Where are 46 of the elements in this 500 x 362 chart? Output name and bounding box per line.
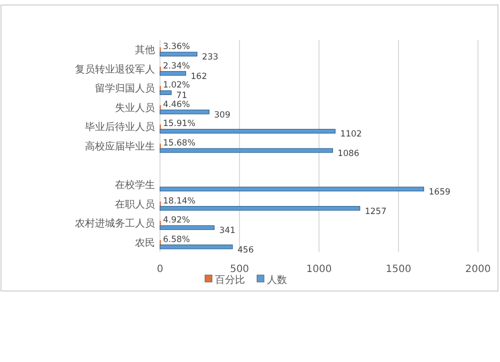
y-tick-label: 农村进城务工人员 xyxy=(75,218,155,230)
data-label: 71 xyxy=(176,91,188,102)
data-label: 15.91% xyxy=(163,119,196,130)
y-tick-label: 毕业后待业人员 xyxy=(85,121,155,134)
y-tick-label: 留学归国人员 xyxy=(95,82,155,95)
x-tick-label: 500 xyxy=(230,264,250,275)
data-label: 15.68% xyxy=(163,138,196,148)
data-label: 18.14% xyxy=(163,196,196,206)
data-label: 1102 xyxy=(340,130,362,140)
bar xyxy=(160,186,424,192)
bar xyxy=(160,225,215,230)
x-tick-label: 1000 xyxy=(306,264,332,275)
data-label: 1257 xyxy=(364,206,387,217)
data-label: 1086 xyxy=(338,149,360,159)
bar xyxy=(160,244,233,250)
x-tick-label: 2000 xyxy=(465,264,491,275)
bar xyxy=(160,148,333,153)
data-label: 456 xyxy=(238,245,254,256)
bar xyxy=(160,206,360,211)
data-label: 309 xyxy=(214,110,230,120)
x-tick-label: 1500 xyxy=(386,264,412,275)
data-label: 4.92% xyxy=(163,216,190,226)
data-label: 341 xyxy=(219,226,236,236)
data-label: 162 xyxy=(190,72,207,82)
legend-label: 人数 xyxy=(267,275,287,286)
y-tick-label: 在职人员 xyxy=(115,198,155,210)
data-label: 2.34% xyxy=(163,61,190,72)
y-tick-label: 高校应届毕业生 xyxy=(85,140,155,152)
y-tick-label: 农民 xyxy=(135,238,155,249)
data-label: 3.36% xyxy=(163,42,190,52)
y-tick-label: 失业人员 xyxy=(115,102,155,114)
data-label: 233 xyxy=(202,52,218,63)
bar xyxy=(160,90,172,95)
data-label: 1.02% xyxy=(163,80,190,91)
y-tick-label: 在校学生 xyxy=(115,179,155,192)
x-tick-label: 0 xyxy=(156,264,164,275)
data-label: 6.58% xyxy=(163,234,190,245)
legend-label: 百分比 xyxy=(215,274,245,286)
data-label: 1659 xyxy=(428,188,450,198)
bar xyxy=(160,110,210,114)
bar xyxy=(160,128,336,134)
y-tick-label: 复员转业退役军人 xyxy=(75,63,155,76)
data-label: 4.46% xyxy=(163,100,190,110)
bar xyxy=(160,71,186,76)
bar xyxy=(160,52,198,56)
y-tick-label: 其他 xyxy=(135,44,155,56)
